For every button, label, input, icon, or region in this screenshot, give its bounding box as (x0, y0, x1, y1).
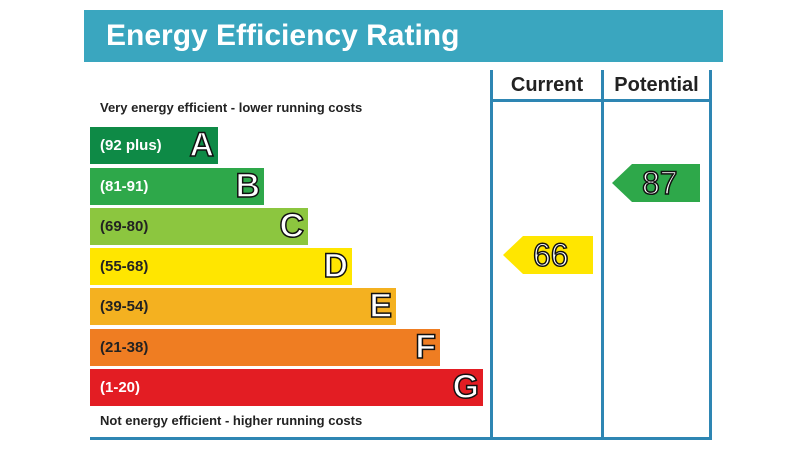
bottom-border (90, 437, 712, 440)
page-title: Energy Efficiency Rating (84, 10, 723, 62)
rating-letter-a: A (189, 126, 215, 165)
bottom-note: Not energy efficient - higher running co… (100, 413, 363, 428)
rating-range-e: (39-54) (100, 298, 149, 315)
rating-letter-e: E (369, 287, 393, 326)
rating-letter-c: C (279, 207, 305, 246)
current-column-left-border (490, 70, 493, 440)
rating-bar-f: (21-38) F (90, 328, 440, 367)
current-arrow-shape (503, 236, 593, 274)
rating-range-b: (81-91) (100, 178, 149, 195)
rating-range-d: (55-68) (100, 258, 149, 275)
potential-column-header: Potential (614, 74, 699, 96)
rating-bar-d: (55-68) D (90, 247, 352, 286)
column-header-divider (490, 99, 712, 102)
potential-rating-arrow: 87 (612, 164, 700, 202)
rating-bar-a: (92 plus) A (90, 126, 218, 165)
rating-bar-c: (69-80) C (90, 207, 308, 246)
potential-arrow-shape (612, 164, 700, 202)
rating-range-g: (1-20) (100, 379, 141, 396)
rating-bar-b: (81-91) B (90, 167, 264, 206)
current-rating-value: 66 (532, 236, 569, 274)
current-column-header: Current (510, 74, 584, 96)
potential-rating-value: 87 (641, 164, 678, 202)
rating-range-c: (69-80) (100, 218, 149, 235)
current-rating-arrow: 66 (503, 236, 593, 274)
rating-letter-d: D (323, 247, 349, 286)
rating-range-a: (92 plus) (100, 137, 162, 154)
top-note: Very energy efficient - lower running co… (100, 100, 363, 115)
rating-bar-g: (1-20) G (90, 368, 483, 407)
current-column-right-border (601, 70, 604, 440)
rating-letter-f: F (414, 328, 436, 367)
rating-bar-e: (39-54) E (90, 287, 396, 326)
rating-letter-g: G (452, 368, 480, 407)
rating-range-f: (21-38) (100, 339, 149, 356)
rating-letter-b: B (235, 167, 261, 206)
potential-column-right-border (709, 70, 712, 440)
